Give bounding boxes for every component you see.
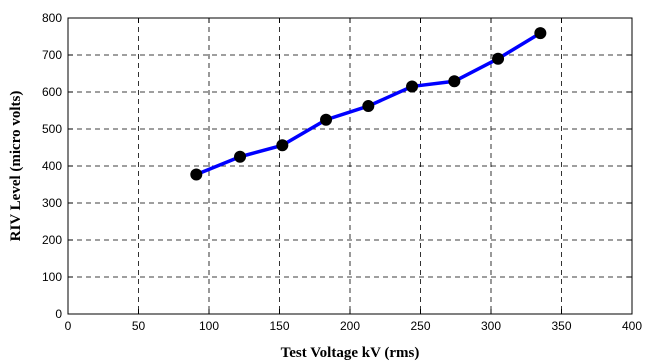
y-tick-label: 800	[42, 11, 62, 25]
y-tick-label: 0	[55, 307, 62, 321]
y-tick-label: 300	[42, 196, 62, 210]
y-tick-label: 700	[42, 48, 62, 62]
data-point	[276, 139, 289, 152]
axis-ticks: 0 50 100 150 200 250 300 350 400 0 100 200 300 400 500…	[42, 11, 642, 333]
x-tick-label: 200	[340, 319, 360, 333]
data-point	[492, 52, 505, 65]
x-tick-label: 0	[65, 319, 72, 333]
y-tick-label: 200	[42, 233, 62, 247]
data-point	[448, 75, 461, 88]
x-tick-label: 150	[269, 319, 289, 333]
x-tick-label: 350	[551, 319, 571, 333]
data-point	[320, 113, 333, 126]
x-tick-label: 100	[199, 319, 219, 333]
y-tick-label: 500	[42, 122, 62, 136]
y-axis-title: RIV Level (micro volts)	[8, 91, 24, 242]
y-tick-label: 600	[42, 85, 62, 99]
y-tick-label: 100	[42, 270, 62, 284]
data-point	[534, 27, 547, 40]
x-tick-label: 300	[481, 319, 501, 333]
y-tick-label: 400	[42, 159, 62, 173]
x-axis-title: Test Voltage kV (rms)	[281, 345, 420, 361]
data-point	[406, 80, 419, 93]
data-point	[190, 168, 203, 181]
x-tick-label: 50	[132, 319, 146, 333]
grid-lines	[68, 18, 632, 314]
x-tick-label: 400	[622, 319, 642, 333]
data-point	[362, 100, 375, 113]
data-point	[234, 150, 247, 163]
x-tick-label: 250	[410, 319, 430, 333]
data-series	[190, 27, 547, 181]
